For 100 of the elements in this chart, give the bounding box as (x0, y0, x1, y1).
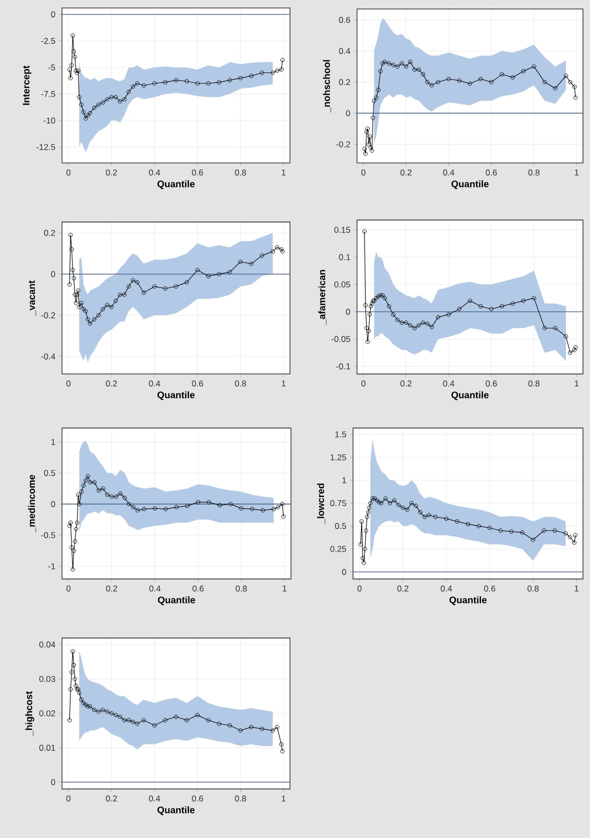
point (366, 142, 371, 146)
point (395, 64, 400, 69)
point (444, 516, 448, 521)
point (532, 296, 536, 300)
point (376, 88, 380, 92)
point (368, 145, 374, 150)
point (564, 74, 568, 78)
point (239, 506, 244, 511)
point (216, 80, 222, 84)
point (109, 711, 114, 716)
point (274, 245, 280, 250)
point (126, 90, 131, 94)
point (364, 514, 370, 520)
point (135, 81, 140, 86)
point (457, 306, 462, 312)
point (100, 486, 106, 491)
point (572, 84, 577, 89)
point (363, 152, 368, 156)
x-tick-label: 0.4 (443, 380, 454, 387)
x-tick-label: 0 (66, 170, 70, 176)
point (126, 284, 131, 289)
point (376, 500, 382, 504)
y-axis-title: _medincome (28, 474, 36, 533)
point (249, 74, 254, 78)
point (74, 520, 80, 525)
y-tick-label: 0 (346, 308, 350, 315)
point (468, 82, 472, 86)
x-tick-label: 1 (282, 170, 286, 176)
point (367, 506, 372, 510)
point (92, 317, 96, 322)
point (195, 268, 200, 272)
point (368, 134, 372, 139)
point (553, 326, 558, 330)
point (466, 522, 470, 526)
y-tick-label: 1.5 (335, 431, 346, 438)
point (395, 318, 400, 322)
x-tick-label: 0 (361, 170, 366, 176)
point (370, 116, 376, 120)
point (521, 69, 526, 74)
y-axis-title: _nohschool (323, 60, 332, 113)
point (564, 531, 568, 536)
point (408, 60, 412, 64)
point (426, 512, 432, 518)
point (122, 292, 127, 297)
point (500, 72, 504, 76)
point (105, 302, 110, 308)
point (122, 97, 127, 102)
point (425, 322, 430, 326)
point (542, 326, 547, 330)
point (378, 293, 383, 298)
point (553, 86, 558, 90)
point (92, 708, 96, 712)
y-tick-label: -0.5 (41, 532, 56, 538)
y-tick-label: 0.2 (339, 79, 350, 86)
point (391, 312, 396, 317)
point (84, 116, 88, 121)
point (372, 98, 376, 103)
x-tick-label: 0.8 (528, 380, 540, 387)
point (88, 704, 92, 709)
y-tick-label: 0.5 (44, 470, 56, 476)
x-tick-label: 0.8 (234, 380, 246, 386)
point (164, 506, 168, 512)
y-axis-title: _afamerican (318, 270, 326, 325)
point (135, 280, 140, 284)
point (70, 63, 74, 68)
point (405, 507, 410, 512)
point (195, 81, 200, 86)
point (77, 304, 82, 310)
point (184, 280, 189, 284)
x-tick-label: 0 (66, 796, 70, 802)
y-tick-label: 1 (342, 477, 346, 484)
x-tick-label: 0.8 (234, 796, 246, 802)
point (370, 496, 375, 501)
point (360, 556, 365, 560)
y-tick-label: 0.2 (44, 230, 56, 236)
point (68, 232, 73, 238)
point (114, 712, 118, 718)
point (135, 722, 140, 726)
point (476, 524, 481, 528)
y-tick-label: 0 (51, 779, 56, 786)
y-tick-label: 0 (51, 501, 56, 508)
point (81, 306, 86, 312)
point (100, 708, 106, 712)
point (72, 54, 78, 59)
y-tick-label: 0.01 (39, 744, 56, 751)
point (478, 304, 483, 308)
x-axis-title: Quantile (157, 391, 195, 400)
point (279, 742, 284, 746)
point (110, 494, 114, 499)
point (568, 350, 572, 355)
point (429, 83, 434, 88)
point (184, 718, 189, 722)
x-tick-label: 0.6 (192, 170, 204, 176)
point (274, 68, 280, 73)
y-tick-label: -0.2 (41, 312, 56, 318)
point (488, 526, 492, 530)
point (260, 508, 266, 512)
point (396, 502, 401, 508)
point (572, 348, 577, 352)
x-tick-label: 0 (361, 380, 366, 387)
